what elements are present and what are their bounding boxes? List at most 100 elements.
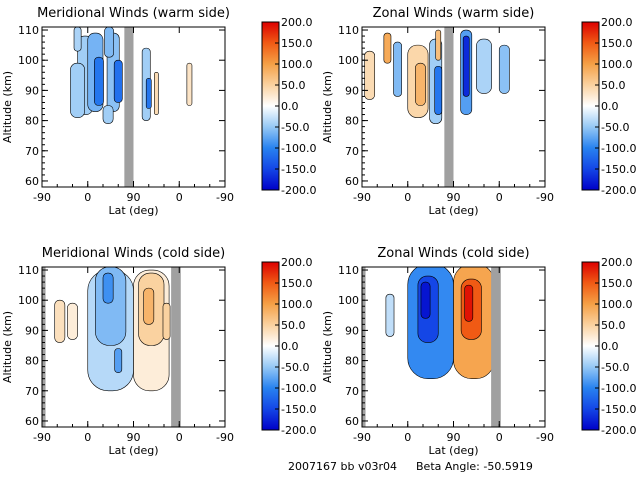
contour-cell (162, 302, 171, 340)
data-gap-band (171, 267, 181, 427)
plot-area (362, 267, 501, 427)
contour-cell (94, 56, 104, 106)
colorbar-tick-label: -50.0 (601, 121, 629, 134)
colorbar-tick-label: 150.0 (281, 37, 313, 50)
y-tick-label: 80 (25, 355, 39, 368)
x-tick-label: -90 (536, 431, 554, 444)
y-tick-label: 110 (18, 264, 39, 277)
contour-cell (102, 272, 114, 304)
colorbar-tick-label: -150.0 (601, 163, 636, 176)
colorbar-tick-label: 150.0 (281, 277, 313, 290)
contour-cell (383, 32, 392, 64)
y-tick-label: 60 (25, 415, 39, 428)
plot-area (70, 27, 193, 187)
contour-cell (420, 281, 431, 319)
chart-title: Meridional Winds (cold side) (42, 246, 225, 261)
chart-title: Meridional Winds (warm side) (37, 6, 230, 21)
colorbar-tick-label: 0.0 (601, 340, 619, 353)
contour-cell (364, 50, 376, 100)
contour-cell (102, 105, 114, 124)
colorbar-tick-label: 100.0 (281, 58, 313, 71)
panel-1: -90 0 90 0 -90 60 70 80 90 100 110 Meridional Winds… (1, 6, 316, 217)
colorbar-tick-label: -100.0 (281, 382, 316, 395)
contour-cell (476, 38, 492, 94)
contour-cell (415, 62, 426, 106)
x-tick-label: 0 (404, 191, 411, 204)
x-tick-label: 0 (176, 191, 183, 204)
y-axis-label: Altitude (km) (321, 71, 334, 143)
colorbar-tick-label: 50.0 (281, 79, 306, 92)
y-tick-label: 110 (338, 264, 359, 277)
x-tick-label: -90 (353, 191, 371, 204)
colorbar-tick-label: 200.0 (601, 256, 633, 269)
colorbar-tick-label: -200.0 (601, 424, 636, 437)
y-tick-label: 100 (18, 54, 39, 67)
contour-cell (154, 71, 159, 115)
plot-area (364, 27, 510, 187)
x-tick-label: -90 (536, 191, 554, 204)
colorbar-tick-label: 200.0 (601, 16, 633, 29)
x-tick-label: 0 (84, 191, 91, 204)
x-axis-label: Lat (deg) (429, 204, 479, 217)
colorbar-tick-label: -100.0 (601, 142, 636, 155)
contour-cell (70, 62, 86, 118)
y-tick-label: 100 (338, 54, 359, 67)
data-gap-band (444, 27, 454, 187)
plot-area (42, 267, 181, 427)
x-axis-label: Lat (deg) (109, 444, 159, 457)
colorbar-tick-label: -200.0 (601, 184, 636, 197)
contour-cell (393, 41, 402, 97)
y-tick-label: 60 (345, 415, 359, 428)
y-tick-label: 80 (345, 355, 359, 368)
data-gap-band (42, 267, 46, 427)
y-tick-label: 80 (25, 115, 39, 128)
data-gap-band (491, 267, 501, 427)
colorbar-tick-label: 50.0 (601, 79, 626, 92)
contour-cell (104, 27, 114, 58)
x-tick-label: 90 (447, 431, 461, 444)
y-tick-label: 110 (338, 24, 359, 37)
y-tick-label: 70 (25, 385, 39, 398)
y-tick-label: 100 (338, 294, 359, 307)
colorbar-tick-label: -100.0 (281, 142, 316, 155)
chart-title: Zonal Winds (cold side) (377, 246, 529, 261)
colorbar-tick-label: -150.0 (281, 163, 316, 176)
y-tick-label: 70 (345, 385, 359, 398)
colorbar-tick-label: -200.0 (281, 184, 316, 197)
contour-cell (498, 44, 510, 94)
contour-cell (462, 35, 470, 97)
y-tick-label: 110 (18, 24, 39, 37)
colorbar-tick-label: 150.0 (601, 277, 633, 290)
colorbar-tick-label: 0.0 (281, 100, 299, 113)
y-axis-label: Altitude (km) (1, 71, 14, 143)
x-tick-label: -90 (216, 191, 234, 204)
x-tick-label: 0 (496, 191, 503, 204)
colorbar-tick-label: -200.0 (281, 424, 316, 437)
colorbar-tick-label: 100.0 (601, 298, 633, 311)
colorbar-tick-label: -150.0 (601, 403, 636, 416)
y-tick-label: 90 (25, 324, 39, 337)
chart-title: Zonal Winds (warm side) (373, 6, 535, 21)
x-tick-label: 90 (127, 191, 141, 204)
colorbar-tick-label: 0.0 (281, 340, 299, 353)
colorbar-tick-label: 50.0 (281, 319, 306, 332)
x-tick-label: 90 (447, 191, 461, 204)
data-gap-band (124, 27, 134, 187)
colorbar-tick-label: 100.0 (601, 58, 633, 71)
colorbar-tick-label: 150.0 (601, 37, 633, 50)
colorbar-tick-label: 200.0 (281, 256, 313, 269)
colorbar-tick-label: -150.0 (281, 403, 316, 416)
contour-cell (67, 302, 78, 340)
y-tick-label: 80 (345, 115, 359, 128)
panel-2: -90 0 90 0 -90 60 70 80 90 100 110 Zonal Winds (war… (321, 6, 636, 217)
contour-cell (145, 78, 152, 109)
contour-cell (73, 27, 82, 52)
y-tick-label: 60 (345, 175, 359, 188)
contour-cell (464, 284, 474, 322)
panel-4: -90 0 90 0 -90 60 70 80 90 100 110 Zonal Winds (col… (321, 246, 636, 457)
y-tick-label: 60 (25, 175, 39, 188)
data-gap-band (362, 267, 366, 427)
x-tick-label: 90 (127, 431, 141, 444)
